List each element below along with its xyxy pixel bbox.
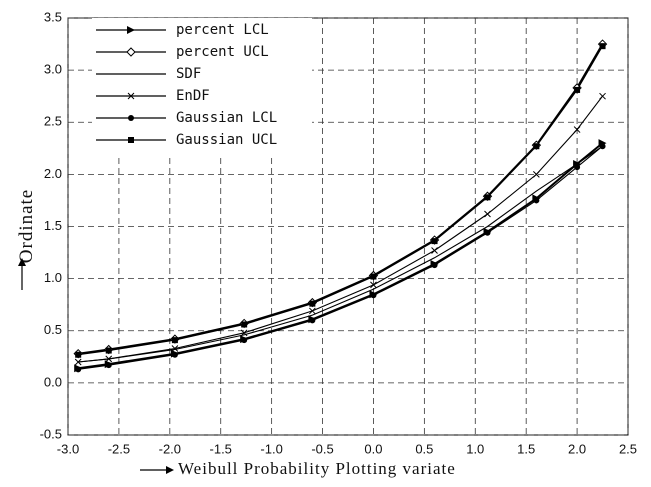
x-axis-label: Weibull Probability Plotting variate xyxy=(178,459,456,478)
marker xyxy=(431,238,438,245)
x-tick-label: 2.5 xyxy=(619,441,637,456)
marker xyxy=(127,92,135,100)
y-arrow-head xyxy=(18,258,26,266)
y-tick-label: 2.0 xyxy=(44,166,62,181)
y-tick-label: 2.5 xyxy=(44,114,62,129)
marker xyxy=(309,300,316,307)
marker xyxy=(574,164,581,171)
marker xyxy=(171,337,178,344)
x-tick-label: 1.0 xyxy=(466,441,484,456)
marker xyxy=(171,345,179,352)
x-tick-label: 2.0 xyxy=(568,441,586,456)
series-line xyxy=(78,145,603,363)
marker xyxy=(533,197,540,204)
marker xyxy=(128,137,134,143)
marker xyxy=(74,358,82,366)
marker xyxy=(171,351,178,358)
marker xyxy=(105,355,113,363)
legend-label: percent UCL xyxy=(176,44,269,60)
legend-label: Gaussian UCL xyxy=(176,132,277,148)
marker xyxy=(105,362,112,369)
y-tick-label: 3.5 xyxy=(44,9,62,24)
y-tick-label: -0.5 xyxy=(40,426,62,441)
x-arrow-head xyxy=(166,466,174,474)
x-tick-label: 0.5 xyxy=(415,441,433,456)
marker xyxy=(241,321,248,328)
marker xyxy=(599,143,606,150)
plot-area xyxy=(73,39,608,373)
marker xyxy=(370,281,377,289)
marker xyxy=(431,262,438,269)
y-tick-label: 1.5 xyxy=(44,218,62,233)
marker xyxy=(126,47,136,57)
y-tick-label: 0.0 xyxy=(44,374,62,389)
marker xyxy=(309,307,316,315)
x-tick-label: -2.5 xyxy=(108,441,130,456)
marker xyxy=(105,347,112,354)
marker xyxy=(533,171,540,178)
marker xyxy=(484,210,491,218)
series-line xyxy=(78,142,604,370)
marker xyxy=(370,292,377,299)
marker xyxy=(75,366,82,373)
x-tick-label: -2.0 xyxy=(159,441,181,456)
marker xyxy=(370,273,377,280)
x-tick-label: -1.5 xyxy=(210,441,232,456)
x-tick-label: -0.5 xyxy=(311,441,333,456)
marker xyxy=(599,92,606,100)
marker xyxy=(599,43,606,50)
marker xyxy=(309,317,316,324)
legend-label: SDF xyxy=(176,66,201,82)
x-tick-label: -3.0 xyxy=(57,441,79,456)
marker xyxy=(533,143,540,150)
legend-label: Gaussian LCL xyxy=(176,110,277,126)
series-line xyxy=(78,145,603,370)
marker xyxy=(484,229,491,236)
legend: percent LCL percent UCL SDF EnDF Gaussian LC… xyxy=(92,18,312,154)
x-tick-label: -1.0 xyxy=(260,441,282,456)
marker xyxy=(573,126,581,133)
legend-label: percent LCL xyxy=(176,22,269,38)
marker xyxy=(484,194,491,201)
marker xyxy=(574,86,581,93)
legend-box xyxy=(92,18,312,154)
marker xyxy=(127,26,135,34)
marker xyxy=(241,337,248,344)
x-tick-label: 1.5 xyxy=(517,441,535,456)
y-tick-label: 3.0 xyxy=(44,62,62,77)
x-tick-label: 0.0 xyxy=(364,441,382,456)
marker xyxy=(128,115,134,121)
legend-label: EnDF xyxy=(176,88,210,104)
y-tick-label: 1.0 xyxy=(44,270,62,285)
y-tick-label: 0.5 xyxy=(44,322,62,337)
marker xyxy=(240,329,248,337)
marker xyxy=(75,351,82,358)
y-axis-label: Ordinate xyxy=(16,189,37,263)
marker xyxy=(431,247,438,254)
